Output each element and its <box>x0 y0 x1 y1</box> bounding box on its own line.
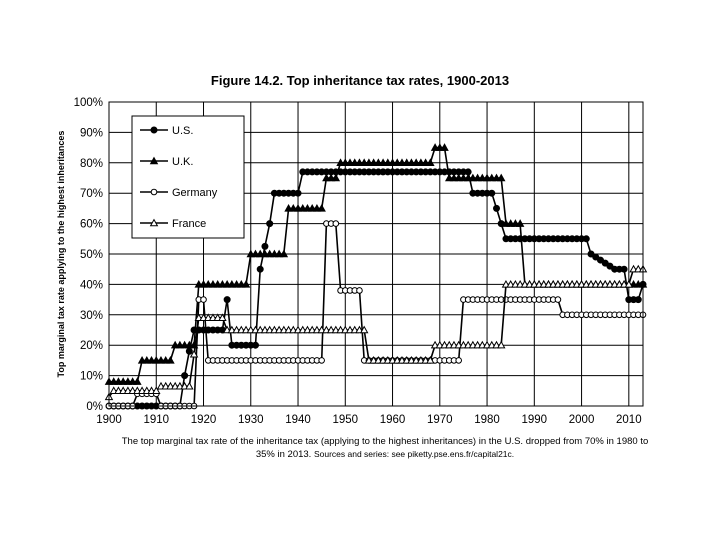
data-point <box>279 249 289 258</box>
y-tick-label: 90% <box>80 127 103 139</box>
data-point <box>624 279 634 288</box>
chart-series-layer <box>104 143 648 410</box>
y-axis-label: Top marginal tax rate applying to the hi… <box>56 131 66 378</box>
series-u-s <box>105 168 647 410</box>
data-point <box>582 235 590 243</box>
legend-item: U.S. <box>140 125 193 137</box>
chart-legend: U.S. U.K. Germany France <box>131 115 245 239</box>
y-tick-label: 70% <box>80 188 103 200</box>
data-point <box>496 173 506 182</box>
data-point <box>515 219 525 227</box>
y-tick-label: 60% <box>80 219 103 231</box>
x-tick-label: 1900 <box>96 414 122 426</box>
data-point <box>440 143 449 151</box>
y-tick-label: 40% <box>80 279 103 291</box>
series-france <box>104 264 648 401</box>
legend-marker <box>150 126 158 134</box>
caption-main-text: The top marginal tax rate of the inherit… <box>121 436 649 460</box>
data-point <box>152 386 161 395</box>
legend-label: Germany <box>172 187 218 199</box>
data-point <box>554 296 562 303</box>
y-tick-label: 80% <box>80 158 103 170</box>
legend-marker <box>149 156 159 165</box>
x-tick-label: 1980 <box>474 414 500 426</box>
data-point <box>133 377 142 385</box>
data-point <box>166 355 175 364</box>
data-point <box>189 349 199 358</box>
legend-item: Germany <box>140 187 218 199</box>
y-tick-label: 0% <box>86 401 103 413</box>
x-tick-label: 1950 <box>332 414 358 426</box>
data-point <box>251 341 259 349</box>
data-point <box>241 279 251 288</box>
data-point <box>620 265 628 273</box>
data-point <box>266 220 274 228</box>
x-tick-label: 1920 <box>191 414 217 426</box>
legend-item: France <box>140 218 206 230</box>
legend-label: France <box>172 218 206 230</box>
legend-marker <box>149 218 159 227</box>
y-tick-label: 50% <box>80 249 103 261</box>
legend-marker <box>150 188 158 196</box>
data-point <box>493 204 501 212</box>
chart-title: Figure 14.2. Top inheritance tax rates, … <box>210 73 510 88</box>
y-tick-label: 30% <box>80 310 103 322</box>
x-tick-label: 1940 <box>285 414 311 426</box>
legend-label: U.S. <box>172 125 193 137</box>
series-line <box>108 268 643 398</box>
data-point <box>294 189 302 197</box>
data-point <box>218 313 227 322</box>
data-point <box>426 158 435 167</box>
x-tick-label: 1970 <box>427 414 453 426</box>
legend-label: U.K. <box>172 156 193 168</box>
legend-box <box>131 115 245 239</box>
data-point <box>181 372 189 380</box>
x-tick-label: 2010 <box>616 414 642 426</box>
data-point <box>185 381 194 390</box>
data-point <box>256 265 264 273</box>
data-point <box>223 296 231 304</box>
data-point <box>200 296 207 303</box>
data-point <box>261 242 269 250</box>
data-point <box>455 357 462 364</box>
y-tick-label: 20% <box>80 340 103 352</box>
x-tick-label: 1930 <box>238 414 264 426</box>
plot-area-frame <box>108 101 644 407</box>
data-point <box>488 189 496 197</box>
y-axis-ticks: 0% 10% 20% 30% 40% 50% 60% 70% 80% 90% 100% <box>74 97 103 413</box>
x-axis-ticks: 1900 1910 1920 1930 1940 1950 1960 1970 1980 1990… <box>96 414 641 426</box>
x-tick-label: 2000 <box>569 414 595 426</box>
data-point <box>331 173 341 182</box>
x-tick-label: 1990 <box>522 414 548 426</box>
x-tick-label: 1910 <box>143 414 169 426</box>
data-point <box>496 340 506 349</box>
data-point <box>356 287 363 294</box>
chart-caption: The top marginal tax rate of the inherit… <box>120 435 650 461</box>
data-point <box>426 355 435 364</box>
caption-sources-text: Sources and series: see piketty.pse.ens.… <box>313 449 515 459</box>
data-point <box>318 357 325 364</box>
data-point <box>634 296 642 304</box>
data-point <box>317 203 326 212</box>
x-tick-label: 1960 <box>380 414 406 426</box>
data-point <box>359 325 369 334</box>
data-point <box>332 220 340 227</box>
data-point <box>185 347 193 355</box>
y-tick-label: 10% <box>80 371 103 383</box>
legend-item: U.K. <box>140 156 193 168</box>
y-tick-label: 100% <box>74 97 103 109</box>
